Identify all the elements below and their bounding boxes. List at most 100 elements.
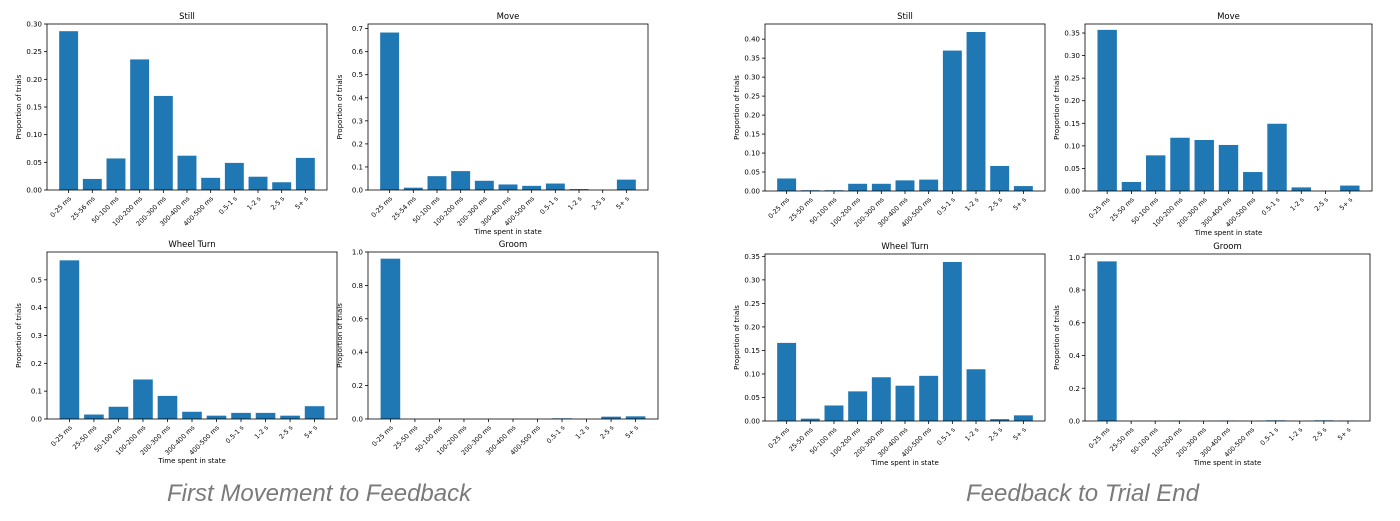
bar — [942, 50, 962, 192]
x-tick-label: 1-2 s — [1289, 195, 1306, 212]
bar — [82, 178, 102, 190]
bar — [380, 32, 400, 191]
chart-title: Move — [1217, 12, 1240, 22]
y-tick-label: 0.20 — [1064, 97, 1080, 105]
x-tick-label: 1-2 s — [566, 194, 583, 211]
x-tick-label: 1-2 s — [963, 425, 980, 442]
bar — [625, 416, 646, 419]
chart-title: Groom — [499, 240, 528, 250]
bar — [255, 412, 276, 419]
y-tick-label: 0.10 — [1064, 142, 1080, 150]
x-tick-label: 2-5 s — [598, 423, 615, 440]
x-tick-label: 2-5 s — [1313, 195, 1330, 212]
chart-title: Move — [497, 12, 520, 22]
bar — [133, 379, 153, 419]
x-tick-label: 1-2 s — [245, 194, 262, 211]
y-tick-label: 0.3 — [352, 117, 363, 125]
bar — [108, 406, 129, 419]
axes-frame — [46, 251, 338, 420]
axes-frame — [367, 251, 659, 420]
x-tick-label: 5+ s — [614, 194, 631, 211]
x-axis-label: Time spent in state — [1194, 229, 1263, 237]
chart-title: Wheel Turn — [881, 242, 928, 252]
y-tick-label: 0.40 — [744, 36, 760, 44]
y-tick-label: 0.30 — [1064, 52, 1080, 60]
axes-frame — [1084, 253, 1371, 422]
x-tick-label: 1-2 s — [963, 195, 980, 212]
bar — [1267, 123, 1287, 191]
y-tick-label: 0.35 — [1064, 30, 1080, 38]
y-tick-label: 0.2 — [352, 140, 363, 148]
bar — [280, 415, 300, 419]
bar — [522, 185, 542, 190]
bar — [59, 31, 79, 191]
bar — [474, 180, 494, 190]
y-axis-label: Proportion of trials — [15, 74, 23, 139]
bar — [1340, 185, 1360, 191]
y-tick-label: 0.05 — [1064, 165, 1080, 173]
y-tick-label: 0.30 — [744, 276, 760, 284]
bar — [919, 179, 939, 191]
y-tick-label: 0.6 — [1069, 319, 1081, 327]
y-tick-label: 0.15 — [26, 104, 42, 112]
x-tick-label: 2-5 s — [1311, 425, 1328, 442]
x-tick-label: 5+ s — [1011, 425, 1028, 442]
bar — [990, 165, 1010, 191]
y-tick-label: 0.35 — [744, 55, 760, 63]
bar — [295, 157, 315, 190]
bar — [1170, 137, 1190, 191]
x-axis-label: Time spent in state — [870, 459, 939, 467]
x-tick-label: 5+ s — [1336, 425, 1353, 442]
chart-5-still: 0.000.050.100.150.200.250.300.350.400-25… — [733, 12, 1046, 229]
y-tick-label: 0.10 — [744, 150, 760, 158]
bar — [206, 415, 227, 419]
chart-7-wheel-turn: 0.000.050.100.150.200.250.300.350-25 ms2… — [733, 242, 1046, 467]
y-tick-label: 0.7 — [352, 25, 363, 33]
bar — [403, 187, 423, 190]
x-tick-label: 5+ s — [303, 423, 320, 440]
bar — [1013, 186, 1033, 191]
x-tick-label: 2-5 s — [987, 425, 1004, 442]
x-tick-label: 2-5 s — [987, 195, 1004, 212]
y-tick-label: 0.00 — [26, 187, 42, 195]
bar — [380, 258, 401, 419]
bar — [1218, 144, 1239, 191]
bar — [157, 395, 178, 419]
bar — [84, 414, 104, 419]
bar — [231, 412, 251, 419]
x-axis-label: Time spent in state — [157, 457, 226, 465]
x-tick-label: 0.5-1 s — [217, 194, 239, 216]
bar — [1013, 415, 1033, 421]
y-tick-label: 0.0 — [31, 416, 42, 424]
x-tick-label: 5+ s — [293, 194, 310, 211]
chart-1-still: 0.000.050.100.150.200.250.300-25 ms25-56… — [15, 12, 328, 228]
x-tick-label: 2-5 s — [269, 194, 286, 211]
bar — [848, 391, 868, 421]
x-tick-label: 5+ s — [1011, 195, 1028, 212]
bar — [224, 162, 244, 190]
bar — [153, 95, 173, 190]
bar — [569, 189, 589, 190]
bar — [182, 411, 202, 419]
y-tick-label: 0.2 — [1069, 385, 1080, 393]
bar — [545, 183, 565, 190]
bar — [824, 405, 844, 421]
y-tick-label: 1.0 — [352, 249, 363, 257]
y-tick-label: 0.30 — [744, 74, 760, 82]
y-axis-label: Proportion of trials — [733, 75, 741, 140]
bar — [498, 184, 518, 190]
y-tick-label: 0.8 — [1069, 287, 1080, 295]
y-tick-label: 0.8 — [352, 282, 363, 290]
bar — [871, 183, 891, 191]
x-tick-label: 0-25 ms — [49, 423, 74, 448]
y-tick-label: 0.25 — [744, 93, 760, 101]
y-tick-label: 0.10 — [26, 131, 42, 139]
y-tick-label: 1.0 — [1069, 254, 1080, 262]
y-tick-label: 0.15 — [1064, 120, 1080, 128]
bar — [248, 176, 268, 190]
y-tick-label: 0.00 — [744, 188, 760, 196]
x-tick-label: 0.5-1 s — [935, 425, 957, 447]
y-tick-label: 0.10 — [744, 370, 760, 378]
